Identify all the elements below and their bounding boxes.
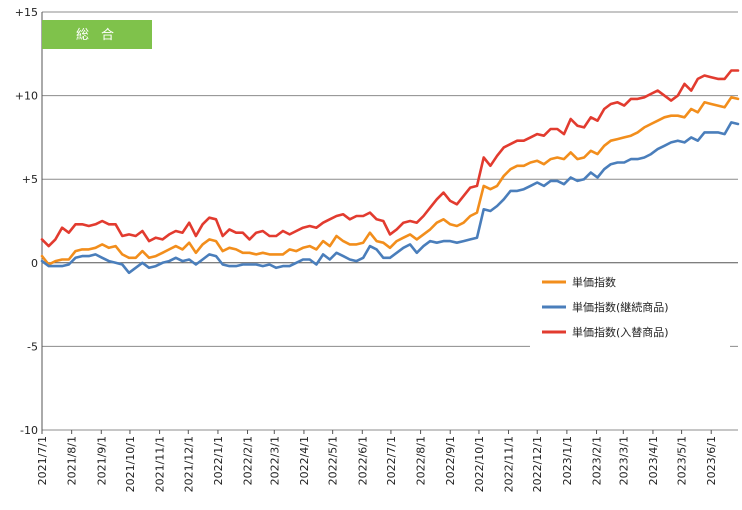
series-line-1 [40, 121, 740, 275]
y-tick-label: -5 [27, 340, 38, 353]
x-tick-label: 2022/11/1 [503, 436, 516, 492]
y-tick-label: -10 [20, 424, 38, 437]
x-tick-label: 2021/9/1 [95, 436, 108, 485]
x-tick-label: 2022/7/1 [385, 436, 398, 485]
x-tick-label: 2023/2/1 [591, 436, 604, 485]
x-tick-label: 2022/10/1 [473, 436, 486, 492]
legend-label-2: 単価指数(入替商品) [572, 325, 669, 339]
y-tick-label: +5 [22, 173, 38, 186]
x-tick-label: 2021/8/1 [66, 436, 79, 485]
x-tick-label: 2023/5/1 [676, 436, 689, 485]
x-tick-label: 2023/6/1 [705, 436, 718, 485]
x-tick-label: 2022/8/1 [415, 436, 428, 485]
x-tick-label: 2023/3/1 [617, 436, 630, 485]
series-line-0 [40, 96, 740, 266]
x-tick-label: 2022/4/1 [298, 436, 311, 485]
x-tick-label: 2022/5/1 [327, 436, 340, 485]
x-tick-label: 2022/1/1 [212, 436, 225, 485]
x-tick-label: 2021/7/1 [36, 436, 49, 485]
series-line-2 [40, 69, 740, 248]
legend-label-1: 単価指数(継続商品) [572, 300, 669, 314]
x-tick-label: 2022/9/1 [444, 436, 457, 485]
x-tick-label: 2023/1/1 [561, 436, 574, 485]
badge-text: 総合 [76, 28, 126, 43]
series-lines [40, 69, 740, 275]
x-tick-label: 2022/12/1 [531, 436, 544, 492]
x-tick-label: 2021/11/1 [154, 436, 167, 492]
badge-background [42, 20, 152, 49]
x-tick-label: 2021/10/1 [124, 436, 137, 492]
y-tick-label: 0 [31, 257, 38, 270]
y-tick-label: +15 [15, 6, 38, 19]
badge: 総合 [42, 20, 152, 49]
x-tick-label: 2022/3/1 [268, 436, 281, 485]
x-tick-labels: 2021/7/1 2021/8/1 2021/9/1 2021/10/1 2021/11… [36, 436, 718, 492]
legend-label-0: 単価指数 [572, 275, 616, 289]
y-tick-label: +10 [15, 90, 38, 103]
gridlines [42, 11, 738, 431]
x-tick-label: 2021/12/1 [182, 436, 195, 492]
axes [41, 12, 712, 434]
x-tick-label: 2022/2/1 [242, 436, 255, 485]
x-tick-label: 2022/6/1 [356, 436, 369, 485]
y-tick-labels: +15 +10 +5 0 -5 -10 [15, 6, 38, 437]
x-tick-label: 2023/4/1 [647, 436, 660, 485]
